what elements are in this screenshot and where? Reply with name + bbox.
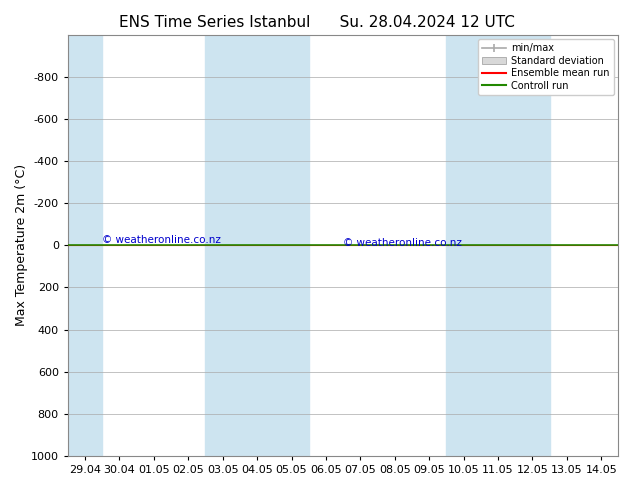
Text: ENS Time Series Istanbul      Su. 28.04.2024 12 UTC: ENS Time Series Istanbul Su. 28.04.2024 … — [119, 15, 515, 30]
Legend: min/max, Standard deviation, Ensemble mean run, Controll run: min/max, Standard deviation, Ensemble me… — [478, 40, 614, 95]
Y-axis label: Max Temperature 2m (°C): Max Temperature 2m (°C) — [15, 164, 28, 326]
Text: © weatheronline.co.nz: © weatheronline.co.nz — [343, 238, 462, 248]
Bar — [68, 35, 102, 456]
Text: © weatheronline.co.nz: © weatheronline.co.nz — [102, 235, 221, 245]
Bar — [205, 35, 309, 456]
Bar — [446, 35, 550, 456]
